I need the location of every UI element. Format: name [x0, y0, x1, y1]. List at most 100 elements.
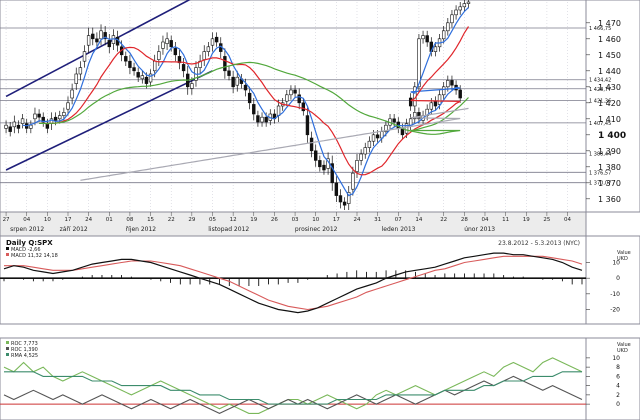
reference-line-label: 1 407,45	[589, 121, 611, 127]
candle-down	[297, 94, 301, 104]
candle-up	[347, 192, 351, 204]
legend-swatch	[6, 353, 9, 356]
candle-up	[33, 113, 37, 120]
legend-label: ROC 1,390	[11, 347, 38, 353]
time-axis-strip	[0, 211, 587, 237]
y-tick-label: 1 440	[598, 67, 621, 76]
reference-line-label: 1 466,75	[589, 26, 611, 32]
macd-date-range: 23.8.2012 - 5.3.2013 (NYC)	[498, 240, 580, 247]
candle-up	[462, 3, 467, 8]
macd-series	[0, 252, 586, 314]
candle-down	[433, 100, 438, 107]
x-tick-label: 04	[23, 217, 30, 223]
y-tick-label: 1 380	[598, 163, 621, 172]
candle-up	[99, 30, 103, 40]
candle-up	[454, 9, 458, 16]
y-tick-label: 1 470	[598, 19, 621, 28]
candle-down	[305, 115, 310, 136]
x-tick-label: 05	[209, 217, 216, 223]
candle-up	[429, 102, 434, 110]
month-label: září 2012	[60, 226, 88, 233]
y-tick-label: 1 450	[598, 51, 621, 60]
x-tick-label: 04	[564, 217, 571, 223]
reference-line-label: 1 428,77	[589, 87, 611, 93]
candle-down	[256, 115, 260, 123]
candle-up	[202, 51, 206, 60]
candle-up	[4, 124, 8, 129]
candle-up	[446, 22, 450, 32]
candle-down	[91, 33, 95, 40]
y-tick-label: 1 360	[598, 195, 621, 204]
candle-down	[37, 113, 41, 118]
candle-down	[425, 35, 429, 43]
price-candles	[4, 0, 471, 210]
y-tick-label: 0	[616, 401, 620, 408]
candle-up	[359, 153, 363, 161]
legend-swatch	[6, 247, 9, 250]
roc-axis-strip	[585, 337, 640, 420]
y-tick-label: 8	[616, 364, 620, 371]
legend-label: RMA 4,525	[11, 353, 38, 359]
x-tick-label: 22	[168, 217, 175, 223]
series-roc-line	[3, 375, 583, 415]
candle-up	[413, 112, 417, 120]
candle-down	[243, 84, 248, 91]
candle-up	[433, 46, 438, 52]
x-tick-label: 25	[543, 217, 550, 223]
x-tick-label: 28	[461, 217, 468, 223]
y-tick-label: 1 410	[598, 115, 621, 124]
candle-down	[252, 104, 256, 115]
candle-down	[231, 76, 235, 88]
y-tick-label: 1 420	[598, 99, 621, 108]
candle-down	[309, 137, 314, 152]
x-tick-label: 31	[374, 217, 381, 223]
time-axis: 27 04 10 17 24 01 08 15 22 29 05 12 19 26 03 10 17 24 31 07…	[3, 212, 572, 233]
y-tick-label: 10	[612, 355, 620, 362]
candle-down	[330, 163, 334, 184]
x-tick-label: 10	[312, 217, 319, 223]
axis-title: Value	[617, 342, 631, 348]
candle-up	[66, 102, 70, 110]
legend-label: ROC 7,773	[11, 341, 38, 347]
candle-down	[408, 97, 413, 107]
candle-up	[285, 94, 289, 102]
x-tick-label: 15	[147, 217, 154, 223]
candle-up	[74, 73, 78, 84]
axis-title: UKD	[617, 348, 628, 354]
candle-down	[103, 32, 107, 40]
candle-down	[450, 80, 454, 86]
x-tick-label: 17	[64, 217, 71, 223]
month-label: srpen 2012	[10, 226, 44, 233]
candle-up	[78, 67, 83, 75]
moving-average-13	[39, 26, 470, 176]
legend-swatch	[6, 347, 9, 350]
candle-down	[322, 164, 326, 171]
candle-down	[132, 67, 136, 72]
candle-up	[111, 35, 116, 44]
candle-down	[314, 150, 318, 161]
candle-down	[128, 60, 132, 68]
axis-title: Value	[617, 250, 631, 256]
candle-up	[86, 35, 91, 46]
candle-up	[404, 123, 409, 134]
candle-down	[173, 48, 178, 56]
reference-line-label: 1 388,44	[589, 151, 611, 157]
candle-down	[124, 56, 128, 62]
roc-series	[0, 357, 586, 415]
x-tick-label: 04	[481, 217, 488, 223]
candle-up	[148, 73, 153, 83]
axis-title: UKD	[617, 256, 628, 262]
candle-down	[417, 112, 421, 120]
macd-line	[3, 252, 583, 314]
candle-down	[45, 123, 50, 129]
reference-line-label: 1 434,42	[589, 78, 611, 84]
month-label: leden 2013	[382, 226, 416, 233]
candle-up	[152, 60, 157, 72]
candle-down	[95, 38, 99, 43]
candle-down	[144, 76, 149, 84]
